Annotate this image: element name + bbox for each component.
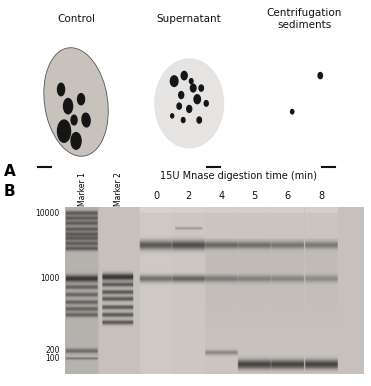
Circle shape <box>190 84 196 92</box>
Text: 8: 8 <box>319 191 325 201</box>
Circle shape <box>190 79 193 84</box>
Text: 0: 0 <box>153 191 159 201</box>
Circle shape <box>197 117 201 123</box>
Circle shape <box>181 118 185 122</box>
Circle shape <box>318 73 322 79</box>
Ellipse shape <box>82 113 90 127</box>
Ellipse shape <box>58 120 70 142</box>
Ellipse shape <box>58 83 65 96</box>
Ellipse shape <box>63 98 73 114</box>
Text: 100: 100 <box>45 354 60 363</box>
Text: A: A <box>4 164 16 179</box>
Text: 1000: 1000 <box>40 274 60 283</box>
Circle shape <box>187 105 192 112</box>
Text: 4: 4 <box>219 191 225 201</box>
Text: 200: 200 <box>45 346 60 356</box>
Text: 5: 5 <box>252 191 258 201</box>
Text: 10000: 10000 <box>36 209 60 218</box>
Text: Marker 1: Marker 1 <box>78 172 86 206</box>
Ellipse shape <box>44 48 108 156</box>
Text: Marker 2: Marker 2 <box>114 172 123 206</box>
Ellipse shape <box>154 58 224 149</box>
Circle shape <box>170 76 178 86</box>
Ellipse shape <box>71 115 77 125</box>
Text: B: B <box>4 184 15 198</box>
Circle shape <box>199 85 203 91</box>
Circle shape <box>181 71 187 80</box>
Circle shape <box>177 103 181 109</box>
Circle shape <box>204 101 208 106</box>
Text: 15U Mnase digestion time (min): 15U Mnase digestion time (min) <box>160 171 318 181</box>
Circle shape <box>179 91 184 98</box>
Text: Supernatant: Supernatant <box>157 14 221 24</box>
Circle shape <box>171 114 174 118</box>
Text: 6: 6 <box>284 191 290 201</box>
Circle shape <box>290 110 294 114</box>
Text: Control: Control <box>57 14 95 24</box>
Text: 2: 2 <box>186 191 192 201</box>
Text: Centrifugation
sediments: Centrifugation sediments <box>266 8 342 30</box>
Ellipse shape <box>71 132 81 149</box>
Circle shape <box>194 95 200 104</box>
Ellipse shape <box>78 94 85 105</box>
